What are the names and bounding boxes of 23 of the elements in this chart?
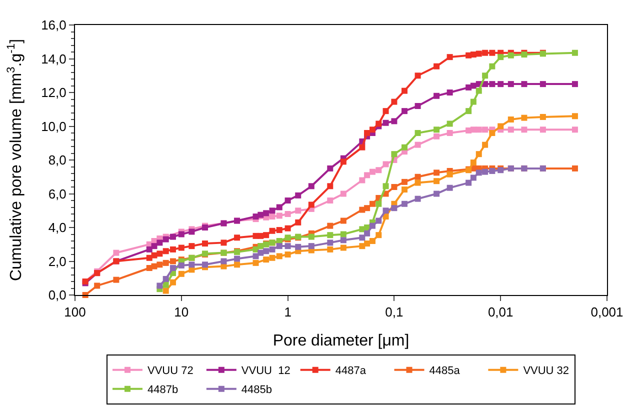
x-tick-label: 10 (174, 304, 189, 320)
legend-label: 4485a (429, 365, 461, 378)
x-axis-title: Pore diameter [μm] (272, 332, 410, 350)
y-tick-label: 4,0 (48, 220, 66, 236)
y-tick-label: 0,0 (48, 288, 66, 303)
x-tick-label: 100 (64, 304, 86, 320)
y-tick-label: 6,0 (48, 186, 66, 202)
x-tick-label: 0,1 (385, 304, 404, 320)
legend-label: 4487b (148, 384, 178, 396)
legend-label: 4485b (241, 384, 272, 396)
legend-label: VVUU 32 (523, 365, 570, 378)
y-tick-label: 10,0 (41, 118, 66, 134)
x-tick-label: 1 (284, 304, 292, 320)
x-tick-label: 0,01 (488, 304, 514, 320)
legend-label: VVUU 12 (241, 365, 290, 378)
legend-label: 4487a (335, 365, 367, 378)
y-tick-label: 16,0 (41, 18, 66, 33)
y-tick-label: 14,0 (41, 51, 66, 66)
x-tick-label: 0,001 (590, 304, 624, 320)
y-tick-label: 2,0 (48, 254, 66, 269)
y-tick-label: 8,0 (48, 152, 66, 168)
legend-label: VVUU 72 (148, 365, 194, 378)
y-tick-label: 12,0 (41, 85, 66, 100)
